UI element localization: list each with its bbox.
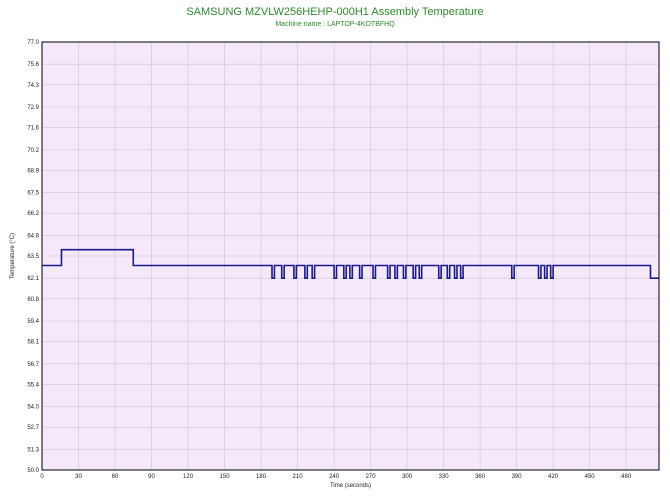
y-tick-labels: 77.0 75.6 74.3 72.9 71.6 70.2 68.9 67.5 66.2 64.8… xyxy=(27,40,39,474)
y-tick-label: 59.4 xyxy=(27,319,39,325)
y-tick-label: 66.2 xyxy=(27,211,39,217)
y-tick-label: 62.1 xyxy=(27,276,39,282)
x-tick-label: 90 xyxy=(148,474,155,480)
x-tick-label: 120 xyxy=(183,474,194,480)
y-tick-label: 63.5 xyxy=(27,254,39,260)
y-tick-label: 77.0 xyxy=(27,40,39,46)
y-tick-label: 58.1 xyxy=(27,340,39,346)
x-tick-label: 60 xyxy=(112,474,119,480)
plot-frame xyxy=(41,41,660,471)
x-tick-label: 210 xyxy=(293,474,304,480)
y-tick-label: 68.9 xyxy=(27,168,39,174)
x-tick-label: 300 xyxy=(402,474,413,480)
y-tick-label: 75.6 xyxy=(27,62,39,68)
y-tick-label: 52.7 xyxy=(27,425,39,431)
x-tick-label: 390 xyxy=(512,474,523,480)
x-tick-label: 450 xyxy=(585,474,596,480)
y-tick-label: 72.9 xyxy=(27,105,39,111)
x-tick-label: 240 xyxy=(329,474,340,480)
x-tick-label: 270 xyxy=(366,474,377,480)
x-tick-label: 360 xyxy=(475,474,486,480)
x-tick-labels: 0 30 60 90 120 150 180 210 240 270 300 330 360 390 420… xyxy=(40,474,631,480)
y-tick-label: 51.3 xyxy=(27,447,39,453)
chart-title: SAMSUNG MZVLW256HEHP-000H1 Assembly Temp… xyxy=(186,6,484,18)
x-tick-label: 30 xyxy=(75,474,82,480)
y-tick-label: 70.2 xyxy=(27,148,39,154)
y-tick-label: 60.8 xyxy=(27,297,39,303)
y-tick-label: 55.4 xyxy=(27,382,39,388)
x-tick-label: 420 xyxy=(548,474,559,480)
y-tick-label: 56.7 xyxy=(27,362,39,368)
y-tick-label: 64.8 xyxy=(27,233,39,239)
y-tick-label: 71.6 xyxy=(27,126,39,132)
x-tick-label: 330 xyxy=(439,474,450,480)
y-tick-label: 74.3 xyxy=(27,83,39,89)
x-axis-label: Time (seconds) xyxy=(330,483,371,489)
x-tick-label: 150 xyxy=(220,474,231,480)
y-tick-label: 67.5 xyxy=(27,191,39,197)
x-tick-label: 0 xyxy=(40,474,44,480)
chart-subtitle: Machine name : LAPTOP-4KOTBFHQ xyxy=(275,21,395,28)
y-axis-label: Temperature (°C) xyxy=(10,233,16,279)
series-line-temperature xyxy=(42,248,659,279)
x-tick-label: 480 xyxy=(621,474,632,480)
y-tick-label: 54.0 xyxy=(27,405,39,411)
y-tick-label: 50.0 xyxy=(27,468,39,474)
x-tick-label: 180 xyxy=(256,474,267,480)
